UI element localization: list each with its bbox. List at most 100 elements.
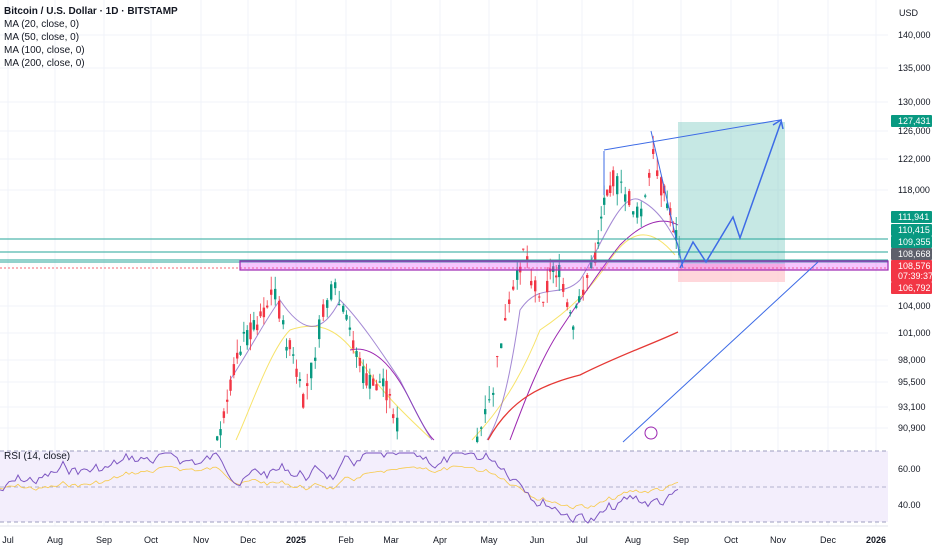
- x-tick-label: 2026: [866, 535, 886, 545]
- candle-body: [314, 357, 317, 361]
- price-label-tag: [891, 236, 932, 248]
- y-tick-label: 140,000: [898, 30, 931, 40]
- candle-body: [222, 411, 226, 418]
- candle-body: [522, 248, 525, 250]
- candle-body: [500, 343, 503, 349]
- candle-body: [302, 394, 305, 408]
- candle-body: [239, 351, 242, 355]
- rsi-level-40: 40.00: [898, 500, 921, 510]
- currency-label: USD: [899, 8, 919, 18]
- price-label-text: 106,792: [898, 283, 931, 293]
- candle-body: [322, 304, 325, 317]
- price-label-tag: [891, 224, 932, 236]
- candle-body: [270, 289, 273, 295]
- stop-zone: [678, 264, 785, 282]
- price-label-text: 109,355: [898, 237, 931, 247]
- y-tick-label: 122,000: [898, 154, 931, 164]
- candle-body: [552, 266, 555, 272]
- candle-body: [640, 208, 643, 217]
- time-axis: Jul Aug Sep Oct Nov Dec 2025 Feb Mar Apr May Jun Jul…: [0, 525, 888, 545]
- candle-body: [480, 427, 483, 429]
- candle-body: [572, 326, 575, 330]
- candle-body: [216, 436, 219, 441]
- candle-body: [492, 392, 495, 395]
- support-zone: [239, 260, 889, 271]
- y-tick-label: 90,900: [898, 423, 926, 433]
- candle-body: [345, 314, 348, 320]
- candle-body: [295, 368, 298, 377]
- x-tick-label: May: [480, 535, 498, 545]
- indicator-ma20[interactable]: MA (20, close, 0): [4, 19, 80, 30]
- candle-body: [310, 362, 313, 379]
- price-label-text: 108,576: [898, 261, 931, 271]
- candle-body: [603, 197, 606, 205]
- candle-body: [586, 275, 589, 278]
- x-tick-label: Oct: [144, 535, 159, 545]
- drawings[interactable]: [0, 118, 889, 443]
- candle-body: [288, 340, 292, 350]
- x-tick-label: Sep: [96, 535, 112, 545]
- candle-body: [355, 350, 358, 357]
- x-tick-label: Jul: [576, 535, 588, 545]
- price-label-tag: [891, 260, 932, 272]
- candle-body: [558, 264, 561, 278]
- candle-body: [612, 170, 615, 187]
- indicator-ma50[interactable]: MA (50, close, 0): [4, 32, 80, 43]
- candle-body: [362, 366, 365, 384]
- candle-body: [372, 378, 375, 386]
- candle-body: [660, 177, 663, 196]
- candle-body: [306, 383, 309, 387]
- candle-body: [292, 354, 295, 356]
- ma200-line: [487, 331, 679, 441]
- candle-body: [392, 414, 395, 419]
- candle-body: [334, 282, 337, 289]
- candle-body: [256, 324, 259, 331]
- x-tick-label: Jul: [2, 535, 14, 545]
- x-tick-label: Feb: [338, 535, 354, 545]
- x-tick-label: Nov: [193, 535, 210, 545]
- candle-body: [508, 299, 511, 304]
- candle-body: [262, 307, 266, 318]
- price-label-text: 07:39:37: [898, 271, 932, 281]
- indicator-ma200[interactable]: MA (200, close, 0): [4, 58, 85, 69]
- rsi-line: [0, 452, 679, 524]
- candle-body: [246, 330, 249, 346]
- indicator-ma100[interactable]: MA (100, close, 0): [4, 45, 85, 56]
- candle-body: [348, 327, 352, 330]
- price-label-tag: [891, 282, 932, 294]
- candle-body: [476, 436, 479, 442]
- candle-body: [266, 305, 269, 308]
- rsi-indicator-label[interactable]: RSI (14, close): [4, 451, 71, 462]
- x-tick-label: Sep: [673, 535, 689, 545]
- arrow-head-icon: [772, 118, 784, 130]
- candle-body: [648, 172, 651, 178]
- candle-body: [274, 288, 277, 300]
- candle-body: [666, 203, 669, 209]
- candle-body: [632, 211, 635, 215]
- symbol-title[interactable]: Bitcoin / U.S. Dollar · 1D · BITSTAMP: [4, 6, 178, 17]
- candle-body: [606, 189, 609, 196]
- candle-body: [298, 379, 302, 382]
- y-tick-label: 118,000: [898, 185, 930, 195]
- candle-body: [516, 269, 519, 280]
- x-tick-label: 2025: [286, 535, 306, 545]
- candle-body: [259, 311, 262, 317]
- y-tick-label: 98,000: [898, 355, 926, 365]
- y-tick-label: 126,000: [898, 126, 931, 136]
- candle-body: [249, 322, 252, 340]
- y-tick-label: 130,000: [898, 97, 931, 107]
- candle-body: [226, 399, 229, 402]
- candle-body: [609, 185, 612, 193]
- x-tick-label: Apr: [433, 535, 447, 545]
- rsi-signal-line: [0, 465, 679, 510]
- candle-body: [624, 194, 627, 202]
- candle-body: [675, 230, 678, 241]
- candle-body: [562, 284, 565, 292]
- y-tick-label: 104,000: [898, 301, 931, 311]
- target-zone: [678, 122, 785, 264]
- candle-body: [582, 289, 585, 295]
- price-label-tag: [891, 270, 932, 282]
- candle-body: [368, 374, 372, 389]
- candle-body: [375, 384, 378, 391]
